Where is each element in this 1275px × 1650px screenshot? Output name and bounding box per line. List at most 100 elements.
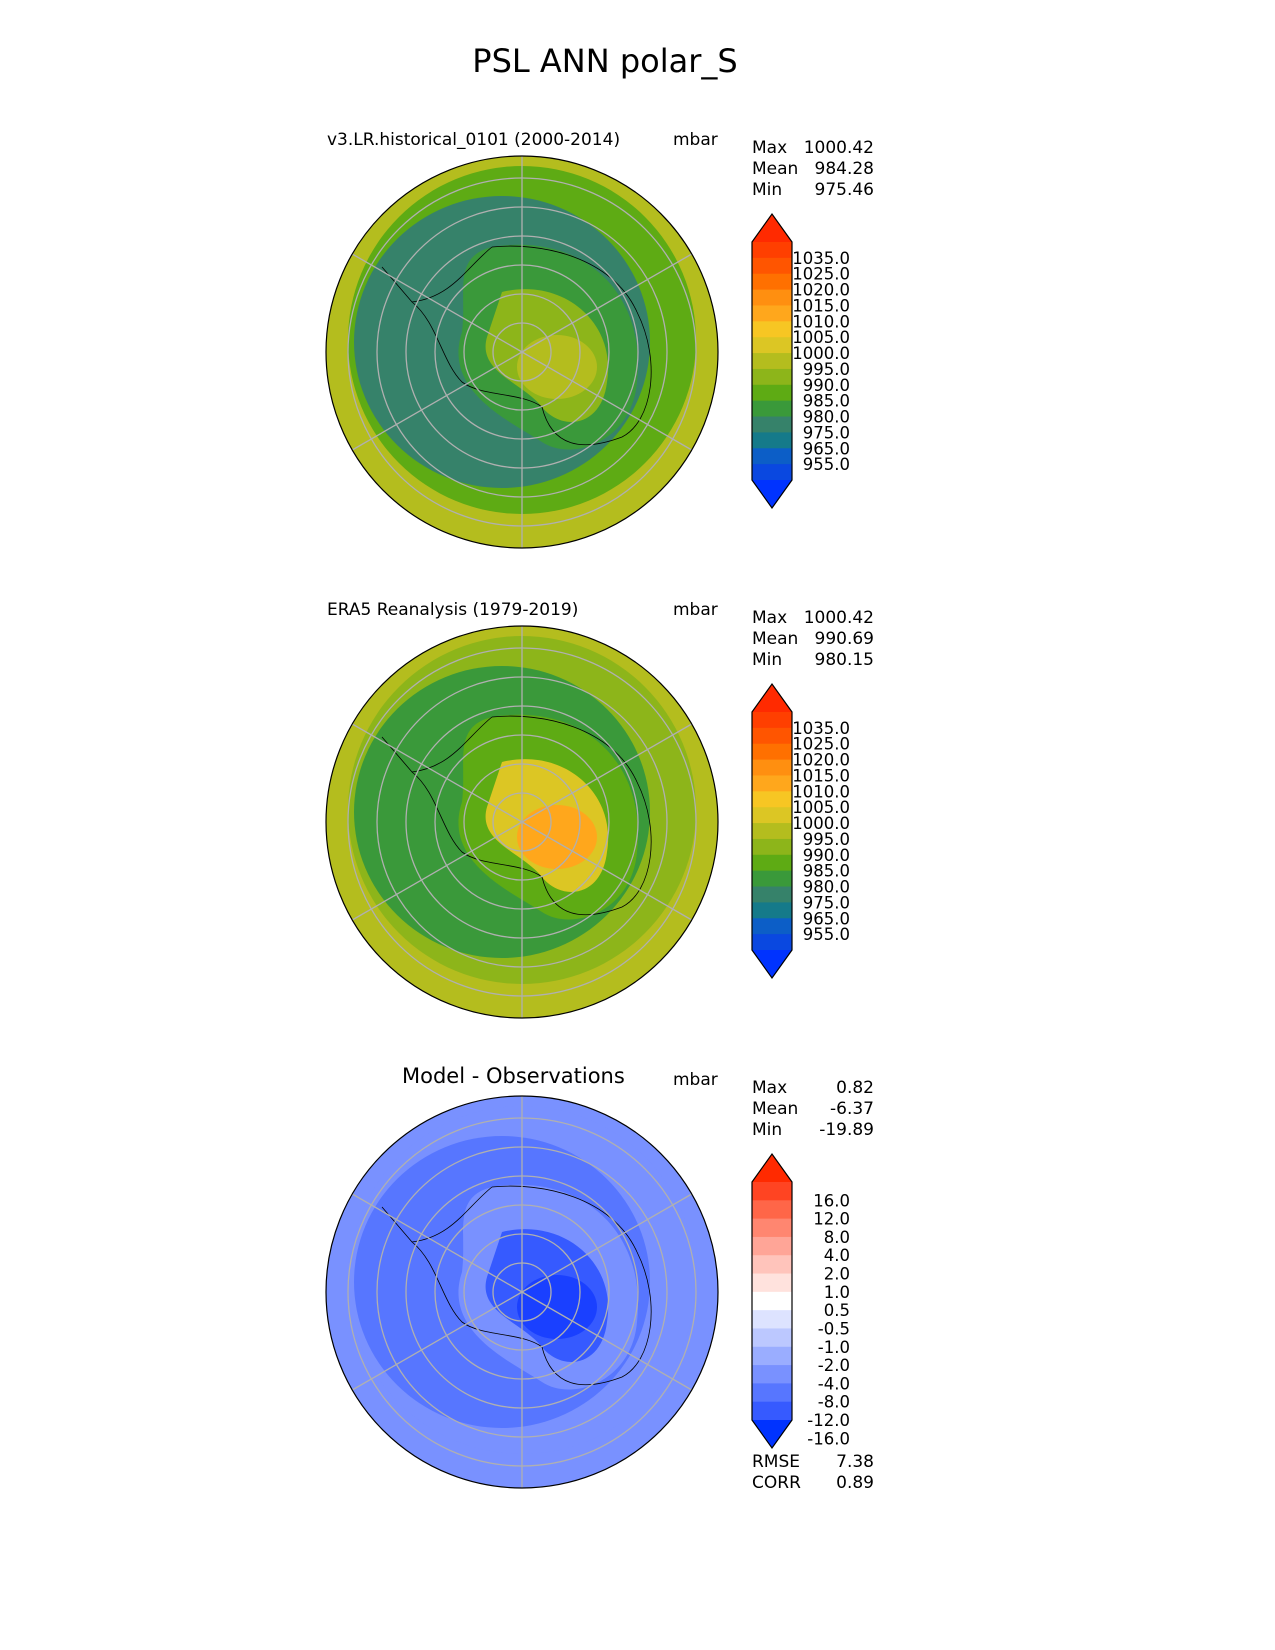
stat-label: Min <box>752 650 783 670</box>
colorbar-tick-label: 2.0 <box>824 1265 850 1284</box>
units-label: mbar <box>673 130 718 150</box>
colorbar-tick-label: 16.0 <box>813 1191 850 1210</box>
colorbar-tick-label: 1035.0 <box>792 719 850 738</box>
colorbar-tick-label: 955.0 <box>803 925 850 944</box>
colorbar-extend-max <box>752 1154 792 1182</box>
colorbar-tick-label: -2.0 <box>818 1356 850 1375</box>
colorbar-band <box>752 854 792 872</box>
metric-row: CORR 0.89 <box>752 1473 874 1494</box>
metrics-box: RMSE 7.38 CORR 0.89 <box>752 1452 874 1494</box>
colorbar-band <box>752 902 792 919</box>
colorbar-band <box>752 305 792 322</box>
colorbar-tick-label: 985.0 <box>803 862 850 881</box>
colorbar-tick-label: 990.0 <box>803 376 850 395</box>
colorbar: 1035.01025.01020.01015.01010.01005.01000… <box>751 682 850 980</box>
colorbar-tick-label: 965.0 <box>803 909 850 928</box>
colorbar-band <box>752 432 792 449</box>
colorbar-band <box>752 289 792 306</box>
colorbar-band <box>752 257 792 275</box>
colorbar-band <box>752 1365 792 1384</box>
stats-box: Max 0.82 Mean -6.37 Min -19.89 <box>752 1078 874 1141</box>
colorbar-tick-label: 985.0 <box>803 392 850 411</box>
colorbar-tick-label: 4.0 <box>824 1246 850 1265</box>
colorbar-tick-label: 1025.0 <box>792 735 850 754</box>
colorbar-tick-label: -1.0 <box>818 1338 850 1357</box>
colorbar-tick-label: 1015.0 <box>792 296 850 315</box>
colorbar-band <box>752 712 792 729</box>
stat-label: Min <box>752 180 783 200</box>
stat-value: 980.15 <box>814 650 874 670</box>
colorbar-band <box>752 1236 792 1256</box>
stat-row: Max 1000.42 <box>752 138 874 159</box>
colorbar-band <box>752 353 792 370</box>
colorbar-band <box>752 384 792 402</box>
graticule <box>347 156 697 548</box>
colorbar-tick-label: 980.0 <box>803 408 850 427</box>
colorbar-band <box>752 1218 792 1238</box>
colorbar-extend-min <box>752 950 792 978</box>
map-field <box>326 626 718 1018</box>
colorbar: 1035.01025.01020.01015.01010.01005.01000… <box>751 212 850 510</box>
colorbar-band <box>752 242 792 259</box>
metric-label: RMSE <box>752 1452 801 1472</box>
map-field <box>326 1096 718 1488</box>
colorbar-band <box>752 1401 792 1421</box>
stat-row: Mean -6.37 <box>752 1099 874 1120</box>
colorbar-band <box>752 400 792 418</box>
stats-box: Max 1000.42 Mean 990.69 Min 980.15 <box>752 608 874 671</box>
colorbar-tick-label: 1000.0 <box>792 814 850 833</box>
stat-value: 975.46 <box>814 180 874 200</box>
colorbar-band <box>752 1310 792 1329</box>
polar-map <box>325 625 719 1019</box>
units-label: mbar <box>673 1070 718 1090</box>
colorbar-tick-label: 1000.0 <box>792 344 850 363</box>
colorbar-outline <box>751 1152 793 1450</box>
field-pole <box>517 335 597 399</box>
colorbar-tick-label: 955.0 <box>803 455 850 474</box>
units-label: mbar <box>673 600 718 620</box>
stat-label: Max <box>752 1078 788 1098</box>
colorbar-band <box>752 934 792 951</box>
colorbar-band <box>752 464 792 481</box>
panel-title: ERA5 Reanalysis (1979-2019) <box>327 600 579 620</box>
map-field <box>326 156 718 548</box>
stat-row: Mean 984.28 <box>752 159 874 180</box>
colorbar-band <box>752 823 792 840</box>
colorbar-band <box>752 775 792 792</box>
colorbar-tick-label: 12.0 <box>813 1210 850 1229</box>
colorbar-outline <box>751 682 793 980</box>
colorbar-band <box>752 321 792 338</box>
colorbar-tick-label: 1020.0 <box>792 751 850 770</box>
colorbar-tick-label: -8.0 <box>818 1393 850 1412</box>
colorbar-band <box>752 1383 792 1403</box>
colorbar-tick-label: -16.0 <box>807 1429 850 1448</box>
map-boundary <box>325 155 719 549</box>
colorbar-band <box>752 918 792 935</box>
stats-box: Max 1000.42 Mean 984.28 Min 975.46 <box>752 138 874 201</box>
graticule <box>347 1096 697 1488</box>
colorbar-band <box>752 1346 792 1366</box>
stat-row: Min -19.89 <box>752 1120 874 1141</box>
colorbar-band <box>752 759 792 776</box>
stat-value: -6.37 <box>830 1099 874 1119</box>
colorbar-tick-label: 1.0 <box>824 1283 850 1302</box>
colorbar-band <box>752 1328 792 1348</box>
metric-row: RMSE 7.38 <box>752 1452 874 1473</box>
panel-title: Model - Observations <box>402 1064 625 1088</box>
stat-label: Mean <box>752 1099 799 1119</box>
polar-map <box>325 155 719 549</box>
map-boundary <box>325 1095 719 1489</box>
colorbar-tick-label: 975.0 <box>803 423 850 442</box>
colorbar-band <box>752 368 792 386</box>
colorbar-band <box>752 1255 792 1275</box>
colorbar: 16.012.08.04.02.01.00.5-0.5-1.0-2.0-4.0-… <box>751 1152 850 1450</box>
figure-title: PSL ANN polar_S <box>472 42 738 80</box>
stat-label: Mean <box>752 159 799 179</box>
stat-label: Max <box>752 608 788 628</box>
stat-value: 0.82 <box>836 1078 874 1098</box>
colorbar-tick-label: 1010.0 <box>792 312 850 331</box>
colorbar-tick-label: 1020.0 <box>792 281 850 300</box>
colorbar-band <box>752 1291 792 1311</box>
graticule <box>347 626 697 1018</box>
stat-value: 1000.42 <box>803 138 874 158</box>
